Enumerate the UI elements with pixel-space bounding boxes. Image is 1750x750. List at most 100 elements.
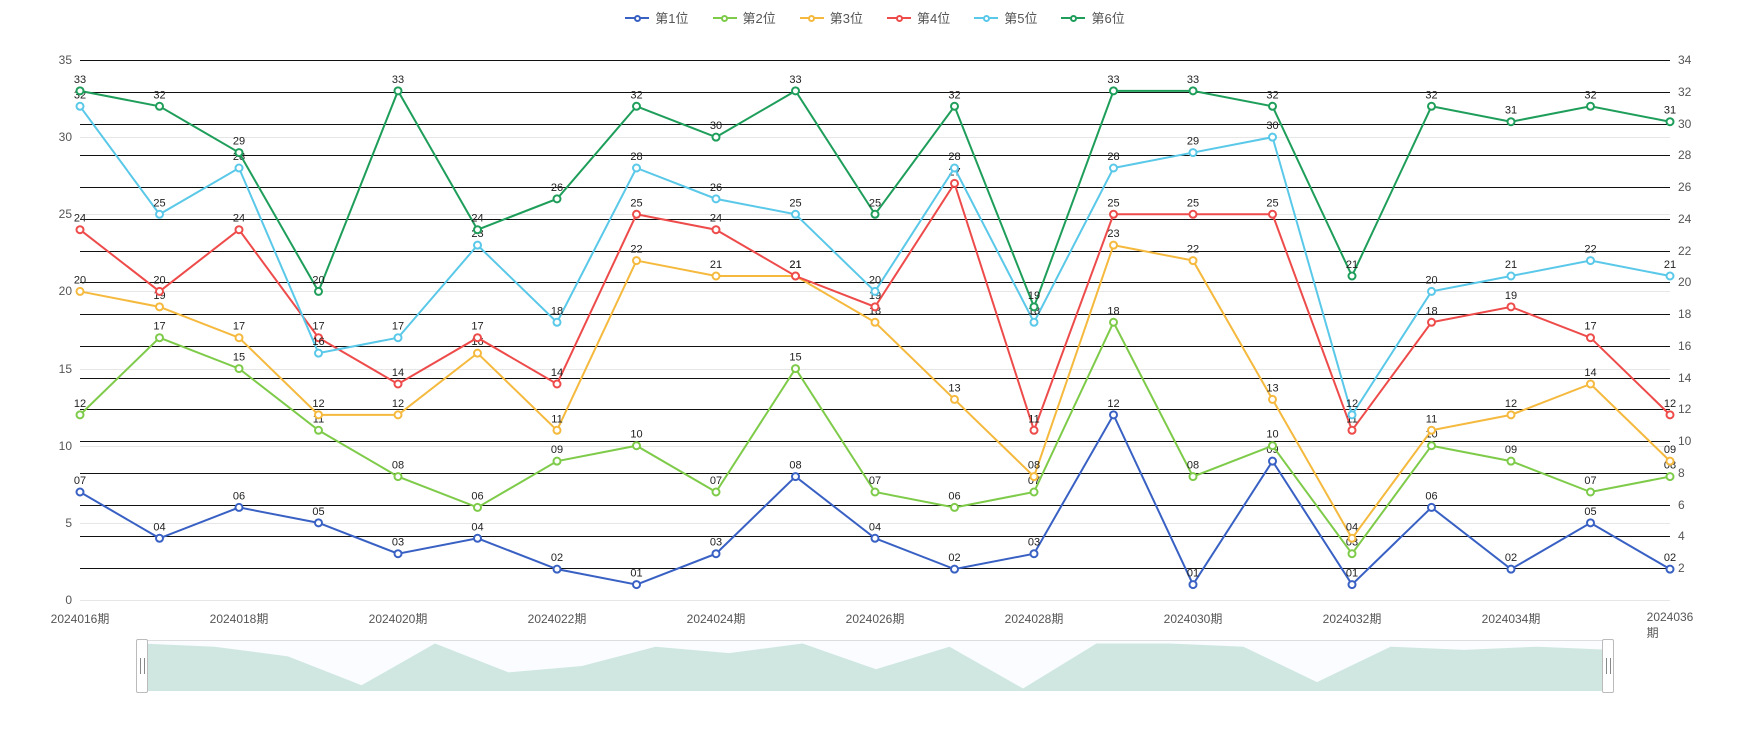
data-point[interactable]	[1587, 381, 1594, 388]
data-point[interactable]	[554, 458, 561, 465]
data-point[interactable]	[315, 427, 322, 434]
data-point[interactable]	[1190, 581, 1197, 588]
data-point[interactable]	[713, 489, 720, 496]
data-point[interactable]	[554, 319, 561, 326]
legend-item-5[interactable]: 第5位	[974, 8, 1037, 27]
data-point[interactable]	[474, 334, 481, 341]
data-point[interactable]	[395, 473, 402, 480]
data-point[interactable]	[395, 381, 402, 388]
data-point[interactable]	[1031, 550, 1038, 557]
data-point[interactable]	[1349, 550, 1356, 557]
data-point[interactable]	[1110, 319, 1117, 326]
data-point[interactable]	[792, 473, 799, 480]
data-point[interactable]	[315, 411, 322, 418]
data-point[interactable]	[1110, 411, 1117, 418]
data-point[interactable]	[1667, 118, 1674, 125]
data-point[interactable]	[713, 273, 720, 280]
data-point[interactable]	[633, 103, 640, 110]
data-point[interactable]	[1110, 165, 1117, 172]
data-point[interactable]	[156, 211, 163, 218]
data-point[interactable]	[1587, 257, 1594, 264]
data-point[interactable]	[554, 381, 561, 388]
data-point[interactable]	[236, 334, 243, 341]
data-point[interactable]	[236, 504, 243, 511]
data-point[interactable]	[713, 550, 720, 557]
data-point[interactable]	[315, 350, 322, 357]
data-point[interactable]	[1190, 211, 1197, 218]
data-point[interactable]	[236, 365, 243, 372]
data-point[interactable]	[633, 442, 640, 449]
data-point[interactable]	[1667, 458, 1674, 465]
data-point[interactable]	[156, 535, 163, 542]
data-point[interactable]	[1031, 489, 1038, 496]
data-point[interactable]	[315, 519, 322, 526]
data-point[interactable]	[236, 165, 243, 172]
data-point[interactable]	[156, 103, 163, 110]
range-slider-handle-right[interactable]	[1602, 639, 1614, 693]
range-slider-handle-left[interactable]	[136, 639, 148, 693]
data-point[interactable]	[1190, 473, 1197, 480]
data-point[interactable]	[156, 288, 163, 295]
data-point[interactable]	[1269, 396, 1276, 403]
data-point[interactable]	[1428, 442, 1435, 449]
legend-item-2[interactable]: 第2位	[713, 8, 776, 27]
data-point[interactable]	[872, 303, 879, 310]
data-point[interactable]	[1031, 427, 1038, 434]
data-point[interactable]	[1190, 149, 1197, 156]
data-point[interactable]	[1110, 87, 1117, 94]
data-point[interactable]	[792, 87, 799, 94]
range-slider[interactable]	[140, 640, 1610, 690]
data-point[interactable]	[1587, 103, 1594, 110]
data-point[interactable]	[1667, 273, 1674, 280]
data-point[interactable]	[1269, 134, 1276, 141]
data-point[interactable]	[236, 149, 243, 156]
legend-item-3[interactable]: 第3位	[800, 8, 863, 27]
data-point[interactable]	[633, 165, 640, 172]
data-point[interactable]	[1349, 581, 1356, 588]
data-point[interactable]	[554, 195, 561, 202]
data-point[interactable]	[713, 195, 720, 202]
data-point[interactable]	[872, 288, 879, 295]
data-point[interactable]	[633, 257, 640, 264]
data-point[interactable]	[395, 87, 402, 94]
data-point[interactable]	[1508, 273, 1515, 280]
data-point[interactable]	[1428, 103, 1435, 110]
data-point[interactable]	[395, 411, 402, 418]
data-point[interactable]	[1508, 303, 1515, 310]
data-point[interactable]	[951, 103, 958, 110]
legend-item-4[interactable]: 第4位	[887, 8, 950, 27]
data-point[interactable]	[1190, 87, 1197, 94]
data-point[interactable]	[1031, 303, 1038, 310]
data-point[interactable]	[77, 103, 84, 110]
data-point[interactable]	[633, 581, 640, 588]
data-point[interactable]	[554, 566, 561, 573]
data-point[interactable]	[395, 334, 402, 341]
data-point[interactable]	[1587, 334, 1594, 341]
data-point[interactable]	[1667, 473, 1674, 480]
data-point[interactable]	[315, 288, 322, 295]
data-point[interactable]	[474, 242, 481, 249]
data-point[interactable]	[872, 211, 879, 218]
data-point[interactable]	[792, 365, 799, 372]
data-point[interactable]	[156, 303, 163, 310]
legend-item-1[interactable]: 第1位	[625, 8, 688, 27]
data-point[interactable]	[77, 288, 84, 295]
data-point[interactable]	[1667, 411, 1674, 418]
data-point[interactable]	[951, 566, 958, 573]
data-point[interactable]	[474, 226, 481, 233]
data-point[interactable]	[1269, 442, 1276, 449]
data-point[interactable]	[1110, 211, 1117, 218]
data-point[interactable]	[77, 226, 84, 233]
data-point[interactable]	[1031, 319, 1038, 326]
data-point[interactable]	[77, 489, 84, 496]
data-point[interactable]	[395, 550, 402, 557]
data-point[interactable]	[474, 535, 481, 542]
data-point[interactable]	[951, 180, 958, 187]
data-point[interactable]	[1349, 411, 1356, 418]
data-point[interactable]	[1508, 458, 1515, 465]
data-point[interactable]	[1428, 504, 1435, 511]
data-point[interactable]	[792, 211, 799, 218]
data-point[interactable]	[1269, 103, 1276, 110]
data-point[interactable]	[236, 226, 243, 233]
data-point[interactable]	[474, 350, 481, 357]
